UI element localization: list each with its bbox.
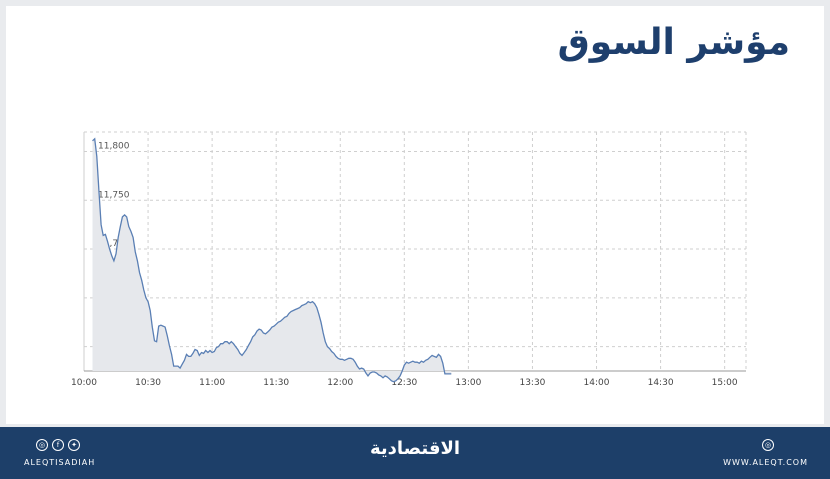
y-tick-label: 11,700: [98, 239, 130, 249]
social-icons: ◎ f ✦: [36, 439, 80, 451]
x-tick-label: 13:00: [455, 378, 481, 388]
footer-bar: ◎ f ✦ ALEQTISADIAH الاقتصادية ◎ WWW.ALEQ…: [0, 427, 830, 479]
twitter-icon[interactable]: ✦: [68, 439, 80, 451]
x-tick-label: 10:30: [135, 378, 161, 388]
series-line: [92, 137, 452, 383]
x-tick-label: 11:00: [199, 378, 225, 388]
chart-title: مؤشر السوق: [557, 22, 790, 63]
x-tick-label: 10:00: [71, 378, 97, 388]
x-tick-label: 14:00: [584, 378, 610, 388]
x-tick-label: 15:00: [712, 378, 738, 388]
y-tick-label: 11,750: [98, 190, 130, 200]
facebook-icon[interactable]: f: [52, 439, 64, 451]
x-tick-label: 12:30: [391, 378, 417, 388]
website-link[interactable]: WWW.ALEQT.COM: [723, 458, 808, 467]
y-tick-label: 11,800: [98, 142, 130, 152]
chart-grid: [83, 131, 747, 372]
social-handle[interactable]: ALEQTISADIAH: [24, 458, 96, 467]
x-tick-label: 13:30: [519, 378, 545, 388]
globe-icon[interactable]: ◎: [762, 439, 774, 451]
instagram-icon[interactable]: ◎: [36, 439, 48, 451]
brand-logo: الاقتصادية: [369, 438, 461, 459]
series-area: [92, 138, 452, 382]
x-tick-label: 11:30: [263, 378, 289, 388]
x-axis-labels: 10:00 10:30 11:00 11:30 12:00 12:30 13:00 13:30…: [71, 378, 738, 388]
x-tick-label: 14:30: [648, 378, 674, 388]
x-tick-label: 12:00: [327, 378, 353, 388]
